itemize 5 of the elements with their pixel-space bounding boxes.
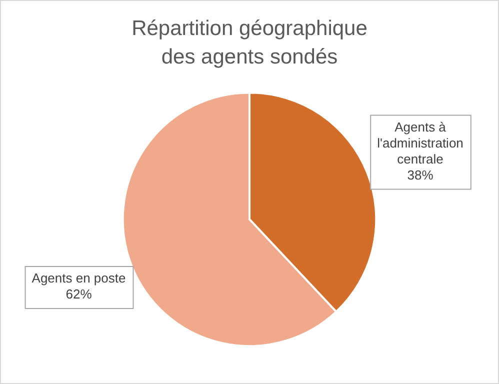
data-label: 38% — [407, 167, 434, 182]
chart-title: Répartition géographique des agents sondés — [132, 16, 368, 68]
data-label: 62% — [66, 286, 92, 302]
slice-label: Agents en poste — [32, 270, 126, 286]
slice-label: Agents à l'administration centrale — [377, 119, 464, 166]
